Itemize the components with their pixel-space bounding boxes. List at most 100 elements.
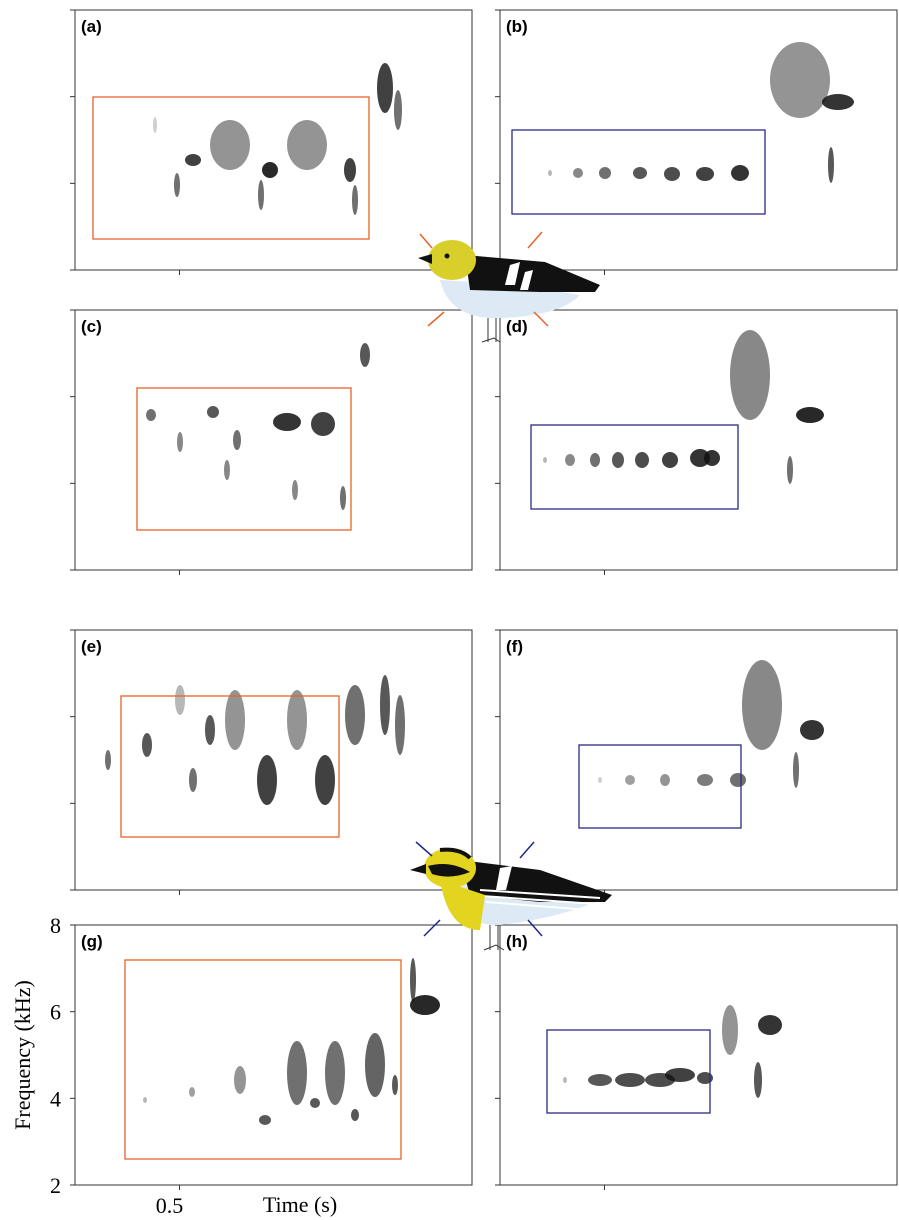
- spectrogram-trace: [758, 1015, 782, 1035]
- spectrogram-trace: [259, 1115, 271, 1125]
- spectrogram-trace: [704, 450, 720, 466]
- panel-label: (a): [81, 17, 102, 36]
- panel-frame: [75, 10, 472, 270]
- y-tick-label: 8: [50, 913, 61, 938]
- spectrogram-trace: [352, 185, 358, 215]
- spectrogram-trace: [189, 768, 197, 792]
- spectrogram-trace: [730, 330, 770, 420]
- spectrogram-trace: [796, 407, 824, 423]
- panel-label: (d): [506, 317, 528, 336]
- panel-label: (h): [506, 932, 528, 951]
- panel: (h): [495, 925, 897, 1190]
- panel-label: (e): [81, 637, 102, 656]
- panel: (d): [495, 310, 897, 575]
- panels: (a) (b) (c) (d) (e) (f) (g) 2 4 6 8 0.5 (h): [50, 10, 897, 1218]
- spectrogram-trace: [822, 94, 854, 110]
- figure: (a)(b)(c)(d)(e)(f)(g)24680.5(h) Frequ: [0, 0, 899, 1220]
- spectrogram-trace: [548, 170, 552, 176]
- spectrogram-trace: [258, 180, 264, 210]
- spectrogram-trace: [410, 958, 416, 1002]
- panel: (c): [70, 310, 472, 575]
- y-tick-label: 2: [50, 1173, 61, 1198]
- spectrogram-trace: [257, 755, 277, 805]
- spectrogram-trace: [787, 456, 793, 484]
- spectrogram-trace: [143, 1097, 147, 1103]
- panel: (a): [70, 10, 472, 275]
- panel-frame: [75, 310, 472, 570]
- spectrogram-trace: [225, 690, 245, 750]
- spectrogram-trace: [633, 167, 647, 179]
- panel: (e): [70, 630, 472, 895]
- spectrogram-trace: [394, 90, 402, 130]
- spectrogram-trace: [287, 690, 307, 750]
- spectrogram-trace: [598, 777, 602, 783]
- spectrogram-trace: [731, 165, 749, 181]
- spectrogram-trace: [395, 695, 405, 755]
- spectrogram-trace: [360, 343, 370, 367]
- spectrogram-trace: [146, 409, 156, 421]
- spectrogram-trace: [224, 460, 230, 480]
- spectrogram-trace: [351, 1109, 359, 1121]
- spectrogram-trace: [377, 63, 393, 113]
- spectrogram-trace: [612, 452, 624, 468]
- panel-frame: [500, 925, 897, 1185]
- spectrogram-trace: [210, 120, 250, 170]
- x-axis-label: Time (s): [263, 1192, 337, 1217]
- spectrogram-trace: [262, 162, 278, 178]
- spectrogram-trace: [344, 158, 356, 182]
- panel: (g) 2 4 6 8 0.5: [50, 913, 472, 1218]
- spectrogram-trace: [742, 660, 782, 750]
- panel-label: (c): [81, 317, 102, 336]
- spectrogram-trace: [770, 42, 830, 118]
- y-tick-label: 6: [50, 1000, 61, 1025]
- spectrogram-trace: [588, 1074, 612, 1086]
- spectrogram-trace: [325, 1041, 345, 1105]
- panel-label: (g): [81, 932, 103, 951]
- spectrogram-trace: [174, 173, 180, 197]
- spectrogram-trace: [177, 432, 183, 452]
- spectrogram-trace: [233, 430, 241, 450]
- spectrogram-trace: [730, 773, 746, 787]
- panel-frame: [500, 310, 897, 570]
- spectrogram-trace: [563, 1077, 567, 1083]
- panel: (f): [495, 630, 897, 895]
- spectrogram-trace: [754, 1062, 762, 1098]
- spectrogram-trace: [599, 167, 611, 179]
- spectrogram-trace: [207, 406, 219, 418]
- spectrogram-trace: [340, 486, 346, 510]
- spectrogram-trace: [315, 755, 335, 805]
- spectrogram-trace: [793, 752, 799, 788]
- spectrogram-trace: [287, 1041, 307, 1105]
- y-axis-label: Frequency (kHz): [10, 980, 35, 1130]
- panel-label: (f): [506, 637, 523, 656]
- panel-frame: [75, 630, 472, 890]
- spectrogram-trace: [590, 453, 600, 467]
- y-tick-label: 4: [50, 1086, 61, 1111]
- panel-frame: [500, 10, 897, 270]
- spectrogram-trace: [722, 1005, 738, 1055]
- spectrogram-trace: [565, 454, 575, 466]
- spectrogram-trace: [205, 715, 215, 745]
- spectrogram-trace: [142, 733, 152, 757]
- spectrogram-trace: [635, 452, 649, 468]
- spectrogram-trace: [800, 720, 824, 740]
- spectrogram-trace: [615, 1073, 645, 1087]
- panel: (b): [495, 10, 897, 275]
- spectrogram-trace: [660, 774, 670, 786]
- spectrogram-trace: [273, 413, 301, 431]
- spectrogram-trace: [292, 480, 298, 500]
- spectrogram-trace: [189, 1087, 195, 1097]
- spectrogram-trace: [345, 685, 365, 745]
- spectrogram-trace: [311, 412, 335, 436]
- spectrogram-trace: [185, 154, 201, 166]
- spectrogram-trace: [573, 168, 583, 178]
- spectrogram-trace: [665, 1068, 695, 1082]
- spectrogram-trace: [287, 120, 327, 170]
- spectrogram-trace: [625, 775, 635, 785]
- spectrogram-trace: [696, 167, 714, 181]
- spectrogram-trace: [153, 117, 157, 133]
- spectrogram-trace: [105, 750, 111, 770]
- spectrogram-trace: [697, 774, 713, 786]
- x-tick-label: 0.5: [156, 1193, 184, 1218]
- spectrogram-trace: [365, 1033, 385, 1097]
